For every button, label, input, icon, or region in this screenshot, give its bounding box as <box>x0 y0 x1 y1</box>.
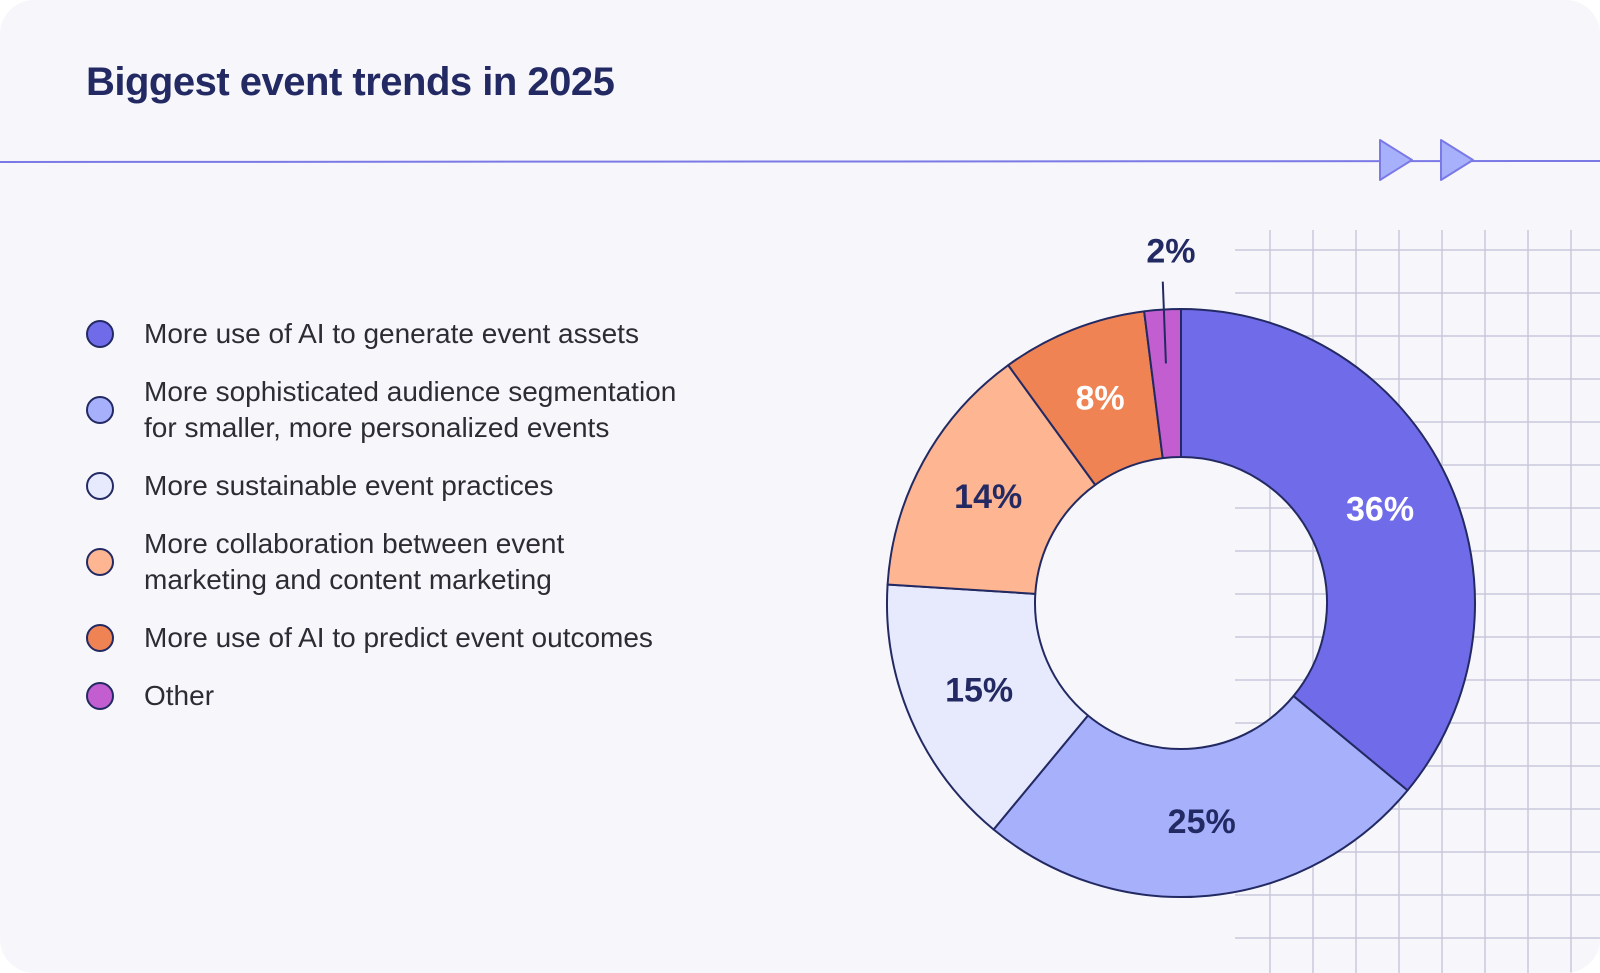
legend-swatch <box>86 472 114 500</box>
legend-swatch <box>86 320 114 348</box>
legend-label: More use of AI to generate event assets <box>144 318 639 349</box>
legend: More use of AI to generate event assets M… <box>86 316 786 714</box>
legend-item: More use of AI to generate event assets <box>86 316 786 352</box>
donut-slice <box>1180 308 1476 792</box>
donut-slice <box>992 695 1409 898</box>
divider-line <box>0 160 1600 163</box>
slice-label: 14% <box>954 478 1022 516</box>
legend-swatch <box>86 548 114 576</box>
arrow-icon <box>1440 139 1474 181</box>
donut-slice <box>886 583 1089 831</box>
slice-label: 25% <box>1168 803 1236 841</box>
legend-item: More sustainable event practices <box>86 468 786 504</box>
legend-item: More sophisticated audience segmentation… <box>86 374 786 446</box>
donut-slice <box>1143 308 1182 460</box>
legend-swatch <box>86 624 114 652</box>
arrow-icon <box>1379 139 1413 181</box>
legend-swatch <box>86 396 114 424</box>
legend-label: More sophisticated audience segmentation… <box>144 376 677 443</box>
donut-slice <box>886 364 1097 595</box>
slice-label: 8% <box>1075 379 1124 417</box>
legend-label: More sustainable event practices <box>144 470 554 501</box>
legend-swatch <box>86 682 114 710</box>
slice-label: 36% <box>1346 490 1414 528</box>
legend-item: More collaboration between event marketi… <box>86 526 786 598</box>
legend-label: More collaboration between event marketi… <box>144 528 565 595</box>
slice-label: 2% <box>1146 233 1195 271</box>
chart-title: Biggest event trends in 2025 <box>86 60 615 104</box>
legend-label: More use of AI to predict event outcomes <box>144 622 653 653</box>
slice-label: 15% <box>945 671 1013 709</box>
leader-line <box>1161 281 1167 364</box>
legend-item: Other <box>86 678 786 714</box>
legend-item: More use of AI to predict event outcomes <box>86 620 786 656</box>
legend-label: Other <box>144 680 215 711</box>
